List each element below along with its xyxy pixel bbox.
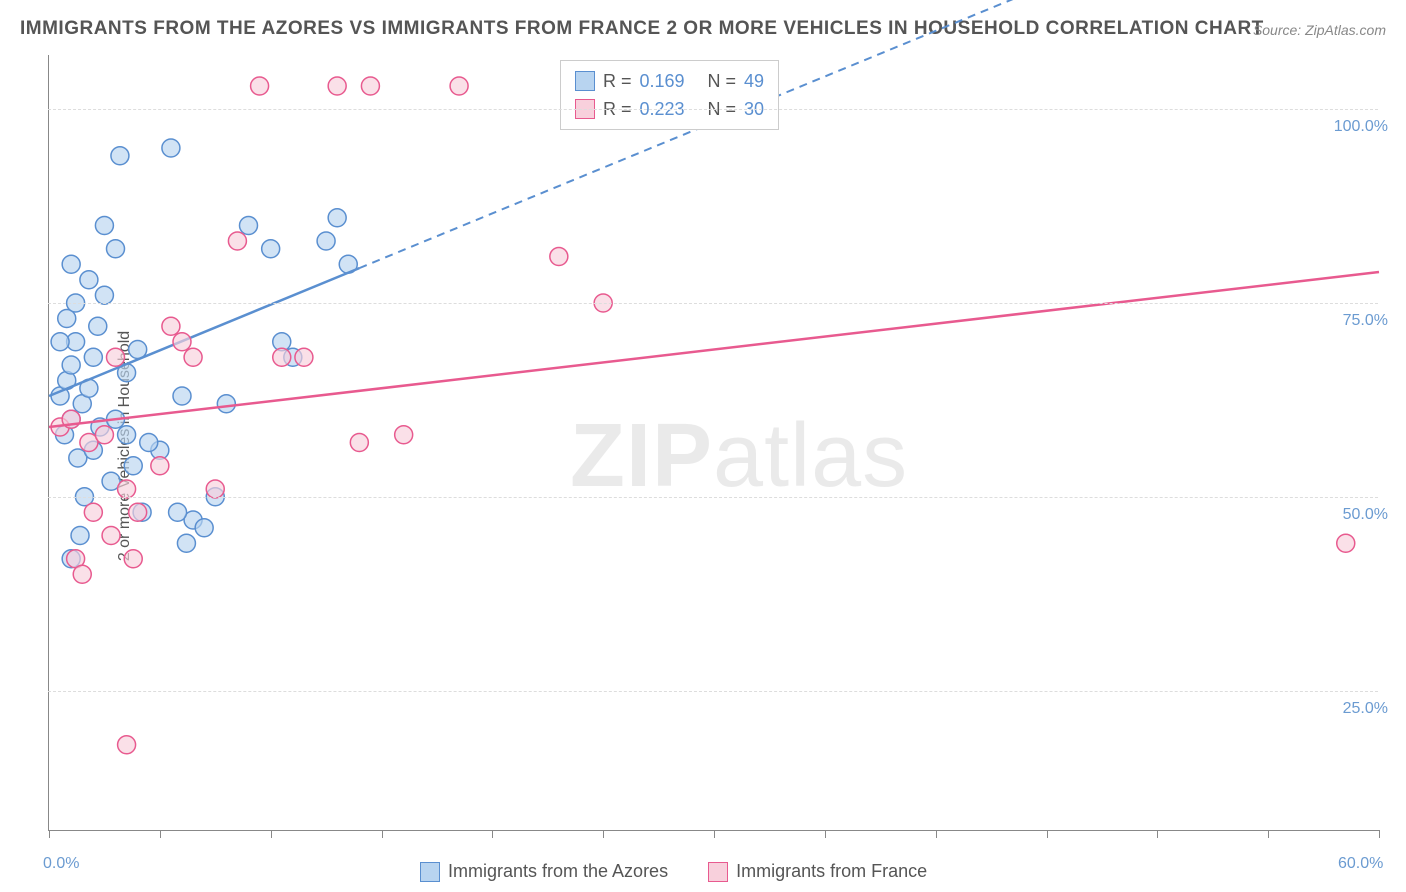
legend-swatch <box>420 862 440 882</box>
xtick <box>714 830 715 838</box>
trend-line <box>49 272 1379 427</box>
data-point <box>95 286 113 304</box>
data-point <box>195 519 213 537</box>
data-point <box>184 348 202 366</box>
data-point <box>1337 534 1355 552</box>
data-point <box>80 271 98 289</box>
data-point <box>118 736 136 754</box>
data-point <box>317 232 335 250</box>
source-label: Source: ZipAtlas.com <box>1253 22 1386 38</box>
data-point <box>51 333 69 351</box>
data-point <box>107 240 125 258</box>
gridline <box>48 303 1378 304</box>
data-point <box>228 232 246 250</box>
data-point <box>95 217 113 235</box>
data-point <box>295 348 313 366</box>
data-point <box>262 240 280 258</box>
data-point <box>162 317 180 335</box>
stat-r-label: R = <box>603 67 632 95</box>
ytick-label: 50.0% <box>1343 506 1388 524</box>
stat-r-value: 0.169 <box>640 67 700 95</box>
data-point <box>177 534 195 552</box>
ytick-label: 100.0% <box>1334 118 1388 136</box>
data-point <box>118 426 136 444</box>
chart-title: IMMIGRANTS FROM THE AZORES VS IMMIGRANTS… <box>20 18 1264 40</box>
xtick <box>1047 830 1048 838</box>
xtick <box>492 830 493 838</box>
xtick <box>49 830 50 838</box>
xtick-label-left: 0.0% <box>43 855 79 873</box>
data-point <box>140 434 158 452</box>
data-point <box>328 77 346 95</box>
gridline <box>48 109 1378 110</box>
data-point <box>124 457 142 475</box>
data-point <box>328 209 346 227</box>
xtick <box>271 830 272 838</box>
data-point <box>89 317 107 335</box>
data-point <box>111 147 129 165</box>
ytick-label: 25.0% <box>1343 700 1388 718</box>
data-point <box>162 139 180 157</box>
legend-swatch <box>708 862 728 882</box>
data-point <box>361 77 379 95</box>
data-point <box>107 348 125 366</box>
xtick <box>825 830 826 838</box>
legend-swatch <box>575 71 595 91</box>
xtick <box>1157 830 1158 838</box>
plot-area <box>48 55 1379 831</box>
xtick <box>603 830 604 838</box>
data-point <box>151 457 169 475</box>
data-point <box>273 348 291 366</box>
xtick <box>936 830 937 838</box>
data-point <box>240 217 258 235</box>
data-point <box>95 426 113 444</box>
ytick-label: 75.0% <box>1343 312 1388 330</box>
bottom-legend: Immigrants from the Azores Immigrants fro… <box>420 861 927 882</box>
data-point <box>71 527 89 545</box>
xtick <box>1268 830 1269 838</box>
data-point <box>251 77 269 95</box>
stats-legend: R =0.169N =49R =0.223N =30 <box>560 60 779 130</box>
stat-n-label: N = <box>708 67 737 95</box>
data-point <box>173 387 191 405</box>
legend-item: Immigrants from the Azores <box>420 861 668 882</box>
data-point <box>173 333 191 351</box>
data-point <box>84 503 102 521</box>
xtick <box>1379 830 1380 838</box>
trend-line-ext <box>359 0 1046 268</box>
data-point <box>217 395 235 413</box>
scatter-svg <box>49 55 1379 830</box>
xtick-label-right: 60.0% <box>1338 855 1383 873</box>
data-point <box>129 503 147 521</box>
xtick <box>160 830 161 838</box>
data-point <box>450 77 468 95</box>
gridline <box>48 691 1378 692</box>
data-point <box>395 426 413 444</box>
stat-n-value: 49 <box>744 67 764 95</box>
stats-row: R = 0.169 N =49 <box>575 67 764 95</box>
data-point <box>550 248 568 266</box>
legend-item: Immigrants from France <box>708 861 927 882</box>
legend-label: Immigrants from France <box>736 861 927 882</box>
data-point <box>62 356 80 374</box>
data-point <box>350 434 368 452</box>
data-point <box>73 565 91 583</box>
data-point <box>62 255 80 273</box>
xtick <box>382 830 383 838</box>
legend-label: Immigrants from the Azores <box>448 861 668 882</box>
data-point <box>102 527 120 545</box>
data-point <box>169 503 187 521</box>
data-point <box>118 480 136 498</box>
data-point <box>124 550 142 568</box>
data-point <box>206 480 224 498</box>
data-point <box>84 348 102 366</box>
gridline <box>48 497 1378 498</box>
